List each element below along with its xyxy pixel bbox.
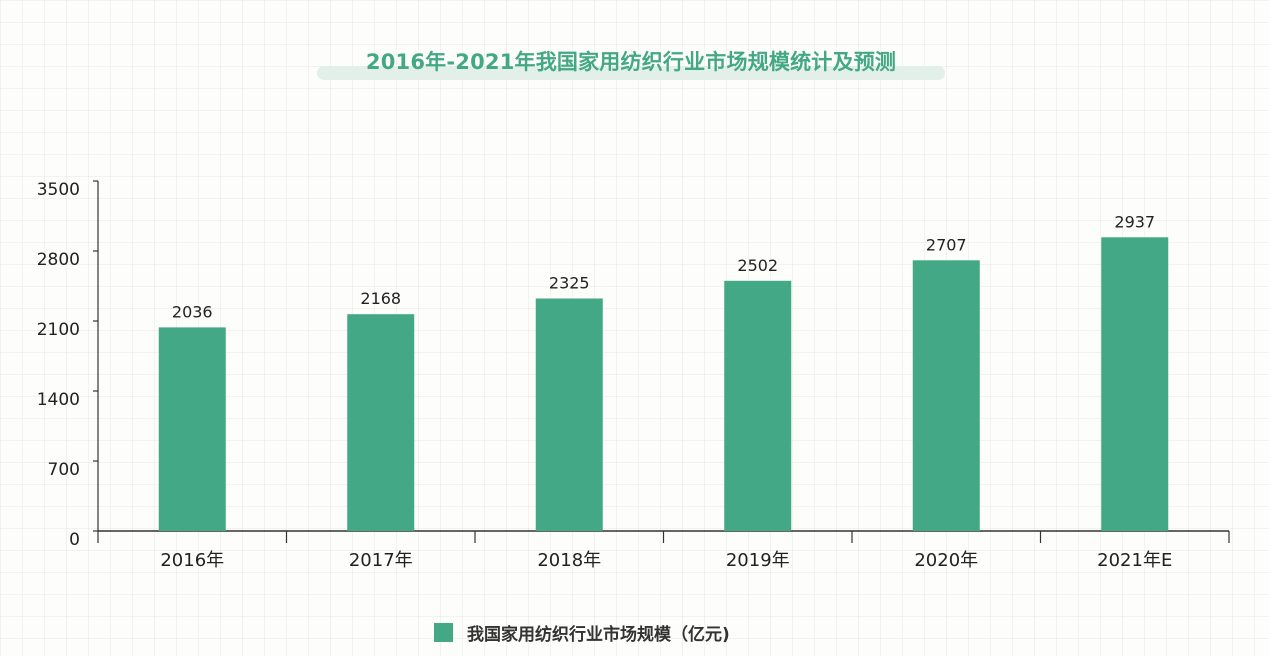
chart-title-area: 2016年-2021年我国家用纺织行业市场规模统计及预测 (317, 44, 945, 82)
bar-2021年E (1101, 237, 1169, 532)
x-tick-label: 2020年 (914, 550, 978, 571)
data-label: 2502 (737, 256, 778, 275)
legend-swatch (434, 622, 453, 642)
legend: 我国家用纺织行业市场规模（亿元) (434, 619, 730, 645)
bar-2018年 (535, 298, 603, 531)
x-tick-label: 2017年 (349, 550, 413, 571)
chart-title: 2016年-2021年我国家用纺织行业市场规模统计及预测 (365, 50, 897, 74)
bar-2017年 (347, 314, 415, 531)
y-tick-label: 3500 (37, 180, 80, 200)
bar-2020年 (912, 260, 980, 531)
y-tick-label: 0 (69, 530, 80, 550)
data-label: 2937 (1114, 212, 1155, 231)
legend-label: 我国家用纺织行业市场规模（亿元) (467, 624, 730, 645)
x-tick-label: 2021年E (1097, 550, 1172, 571)
x-tick-label: 2016年 (160, 550, 224, 571)
data-label: 2168 (360, 289, 401, 308)
y-tick-label: 700 (48, 460, 80, 480)
y-tick-label: 2800 (37, 250, 80, 270)
data-label: 2707 (926, 235, 967, 254)
x-tick-label: 2018年 (537, 550, 601, 571)
data-label: 2036 (172, 302, 213, 321)
y-tick-label: 2100 (37, 320, 80, 340)
title-highlight-band (317, 66, 945, 80)
x-tick-label: 2019年 (726, 550, 790, 571)
bar-2016年 (158, 327, 226, 531)
data-label: 2325 (549, 274, 590, 293)
bar-2019年 (724, 280, 792, 531)
y-tick-label: 1400 (37, 390, 80, 410)
